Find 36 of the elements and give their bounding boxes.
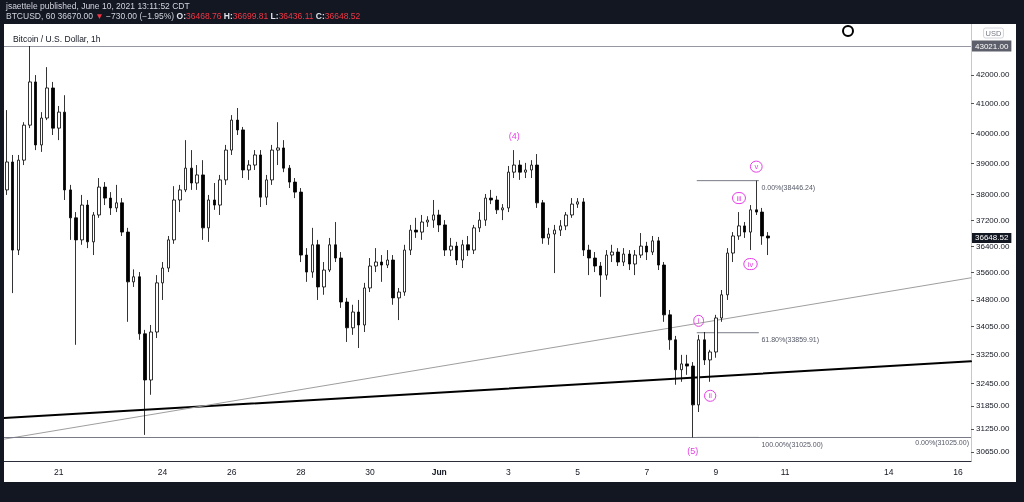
y-tick-label: 35600.00 xyxy=(976,268,1010,278)
y-tick-label: 40000.00 xyxy=(976,128,1010,138)
x-tick-label: 21 xyxy=(54,466,64,477)
text: 36648.52 xyxy=(324,11,361,21)
y-tick-label: 32450.00 xyxy=(976,379,1010,389)
x-tick-label: 30 xyxy=(365,466,376,477)
x-tick-label: Jun xyxy=(431,466,447,477)
y-tick-label: 30650.00 xyxy=(976,447,1010,457)
x-tick-label: 3 xyxy=(506,466,512,477)
annotation: (5) xyxy=(687,446,699,457)
y-tick-label: 38000.00 xyxy=(976,190,1010,200)
y-tick-label: 39000.00 xyxy=(976,159,1010,169)
text: Bitcoin / U.S. Dollar, 1h xyxy=(13,33,101,44)
y-tick-label: 42000.00 xyxy=(976,70,1010,80)
text: 36648.52 xyxy=(975,233,1009,243)
x-tick-label: 16 xyxy=(953,466,964,477)
text: BTCUSD, 60 36670.00 ▼ −730.00 (−1.95%) O:36468.76 H:36699.81 L:36436.11 C: xyxy=(6,11,325,21)
y-tick-label: 37200.00 xyxy=(976,215,1010,225)
x-tick-label: 24 xyxy=(157,466,168,477)
y-tick-label: 31850.00 xyxy=(976,401,1010,411)
x-tick-label: 11 xyxy=(780,466,790,477)
y-tick-label: 41000.00 xyxy=(976,99,1010,109)
x-tick-label: 5 xyxy=(575,466,581,477)
y-tick-label: 31250.00 xyxy=(976,424,1010,434)
x-tick-label: 7 xyxy=(644,466,650,477)
y-tick-label: 34050.00 xyxy=(976,321,1010,331)
y-tick-label: 34800.00 xyxy=(976,295,1010,305)
x-tick-label: 9 xyxy=(713,466,719,477)
x-tick-label: 26 xyxy=(226,466,237,477)
y-tick-label: 36400.00 xyxy=(976,241,1010,251)
y-tick-label: 33250.00 xyxy=(976,350,1010,359)
text: jsaettele published, June 10, 2021 13:11:52 CDT xyxy=(6,1,190,11)
annotation: (4) xyxy=(508,131,520,142)
x-tick-label: 28 xyxy=(296,466,306,477)
x-tick-label: 14 xyxy=(884,466,894,477)
ref-line-label: 43021.00 xyxy=(975,41,1009,51)
